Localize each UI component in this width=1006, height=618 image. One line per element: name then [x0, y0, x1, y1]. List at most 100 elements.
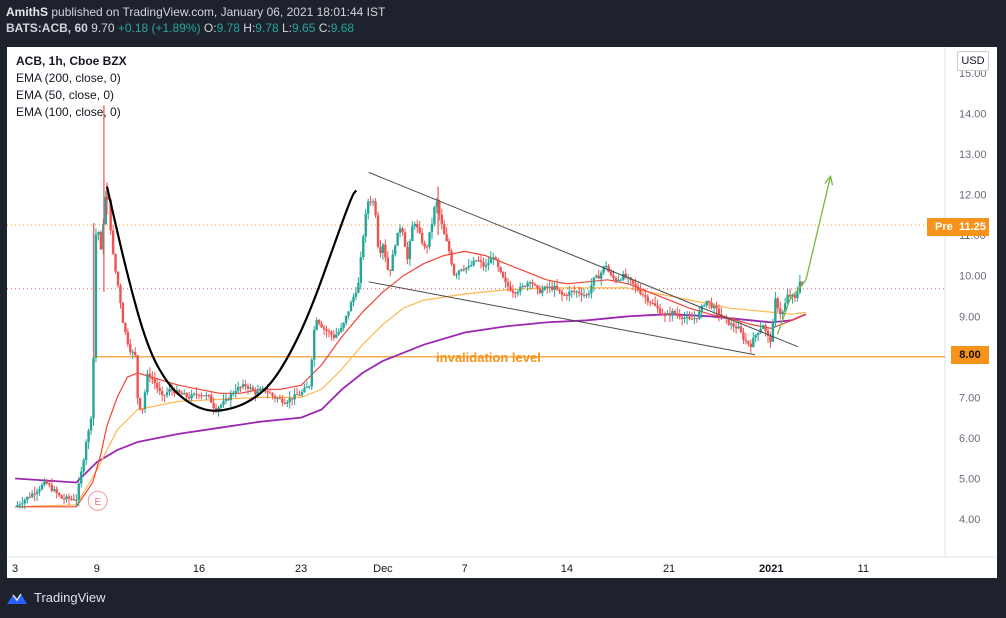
x-tick-label: 2021	[759, 563, 783, 575]
candle-body	[80, 471, 83, 484]
candle-body	[776, 298, 780, 309]
candle-body	[217, 407, 220, 412]
currency-button[interactable]: USD	[957, 51, 989, 71]
candle-body	[290, 398, 294, 400]
candle-body	[600, 272, 603, 279]
legend-ema200[interactable]: EMA (200, close, 0)	[16, 71, 121, 85]
candle-body	[474, 260, 478, 262]
publish-info: AmithS published on TradingView.com, Jan…	[6, 5, 385, 19]
candle-body	[676, 313, 679, 315]
candle-body	[622, 273, 625, 280]
candle-body	[227, 398, 230, 401]
candle-body	[251, 387, 255, 391]
high-value: 9.78	[255, 21, 279, 35]
candle-body	[440, 214, 443, 225]
candle-body	[438, 201, 441, 215]
candle-body	[538, 288, 542, 294]
candle-body	[465, 267, 468, 270]
candle-body	[219, 405, 223, 408]
candle-body	[374, 201, 377, 216]
candle-body	[401, 228, 404, 233]
candle-body	[33, 493, 36, 495]
candle-body	[97, 232, 100, 235]
candle-body	[788, 294, 792, 297]
candle-body	[141, 409, 144, 411]
candle-body	[148, 373, 152, 378]
candle-body	[783, 303, 787, 312]
candle-body	[619, 279, 623, 281]
candle-body	[379, 246, 382, 254]
close-label: C:	[318, 21, 331, 35]
candle-body	[195, 393, 198, 395]
candle-body	[646, 296, 650, 302]
candle-body	[482, 262, 485, 267]
legend-ema50[interactable]: EMA (50, close, 0)	[16, 88, 115, 102]
candle-body	[612, 275, 615, 278]
legend-ema100[interactable]: EMA (100, close, 0)	[16, 105, 121, 119]
candle-body	[685, 316, 689, 319]
price-chart[interactable]: 4.005.006.007.008.009.0010.0011.0012.001…	[7, 47, 997, 578]
candle-body	[107, 197, 110, 200]
candle-body	[192, 393, 196, 395]
y-tick-label: 6.00	[959, 433, 980, 445]
legend-title[interactable]: ACB, 1h, Cboe BZX	[16, 54, 127, 68]
candle-body	[249, 387, 252, 389]
tradingview-logo[interactable]: TradingView	[6, 590, 106, 605]
candle-body	[575, 291, 578, 293]
x-tick-label: 3	[12, 563, 18, 575]
candle-body	[273, 395, 277, 399]
x-tick-label: 11	[858, 563, 869, 575]
candle-body	[102, 223, 105, 250]
candle-body	[607, 265, 610, 273]
candle-body	[653, 303, 657, 306]
candle-body	[602, 266, 605, 273]
candle-body	[386, 257, 390, 270]
author-name[interactable]: AmithS	[6, 5, 48, 19]
candle-body	[300, 391, 304, 396]
candle-body	[278, 398, 282, 400]
x-tick-label: 16	[193, 563, 205, 575]
candle-body	[774, 298, 777, 323]
candle-body	[698, 311, 701, 319]
candle-body	[151, 377, 154, 379]
candle-body	[786, 294, 789, 304]
candle-body	[114, 253, 117, 272]
candle-body	[641, 293, 645, 296]
pre-market-tag: Pre 11.25	[927, 218, 989, 236]
candle-body	[185, 393, 188, 398]
candle-body	[234, 390, 237, 394]
candle-body	[53, 489, 56, 491]
candle-body	[327, 330, 331, 332]
candle-body	[590, 285, 593, 294]
candle-body	[631, 280, 635, 284]
candle-body	[467, 265, 470, 268]
candle-body	[366, 201, 370, 214]
candle-body	[286, 402, 289, 404]
candle-body	[693, 318, 696, 320]
candle-body	[246, 386, 250, 389]
candle-body	[259, 389, 262, 392]
candle-body	[531, 282, 534, 285]
candle-body	[244, 384, 247, 387]
candle-body	[369, 201, 372, 203]
candle-body	[315, 320, 318, 330]
candle-body	[521, 285, 524, 287]
candle-body	[418, 227, 421, 233]
pre-label: Pre	[935, 221, 953, 233]
candle-body	[146, 373, 149, 393]
candle-body	[84, 442, 88, 461]
candle-body	[553, 285, 556, 290]
candle-body	[109, 199, 112, 231]
candle-body	[690, 318, 694, 320]
candle-body	[332, 334, 336, 338]
candle-body	[136, 355, 139, 399]
chart-panel[interactable]: 4.005.006.007.008.009.0010.0011.0012.001…	[7, 47, 997, 578]
candle-body	[317, 320, 321, 324]
candle-body	[455, 274, 458, 276]
candle-body	[737, 326, 740, 329]
close-value: 9.68	[330, 21, 355, 35]
candle-body	[700, 305, 703, 312]
candle-body	[335, 334, 338, 338]
candle-body	[489, 258, 493, 264]
candle-body	[756, 332, 760, 336]
